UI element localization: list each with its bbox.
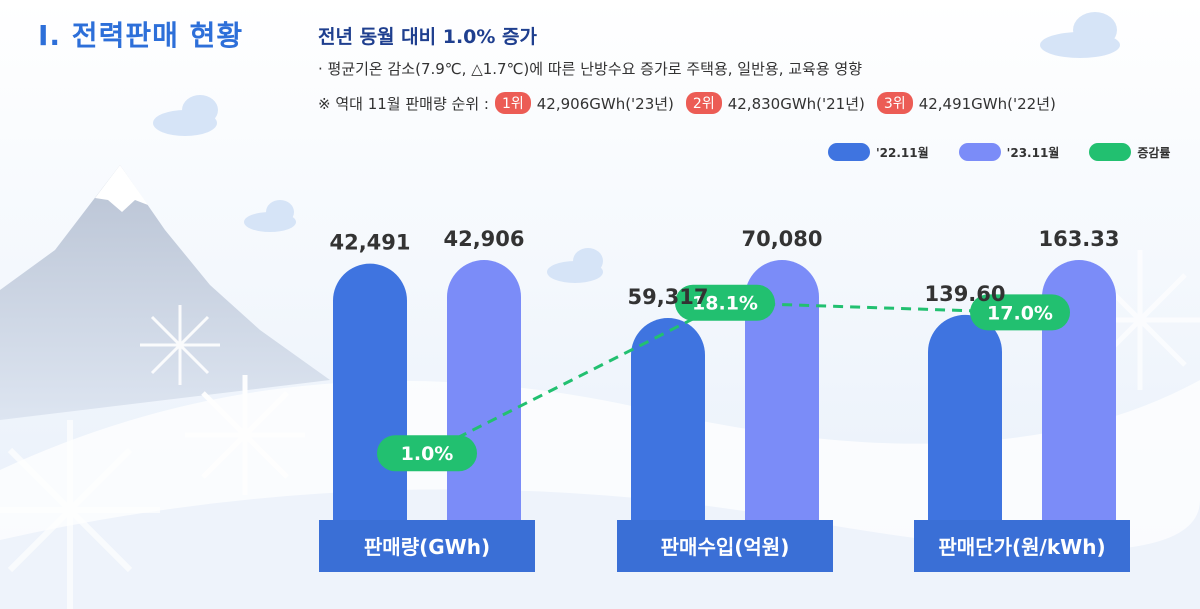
growth-badge	[377, 435, 477, 472]
bar-value-label: 139.60	[924, 282, 1005, 306]
hill-shape-2	[0, 489, 1200, 609]
rank-badge: 3위	[876, 92, 913, 114]
bar-value-label: 42,491	[329, 231, 410, 255]
chart-legend: '22.11월 '23.11월 증감률	[828, 143, 1170, 161]
ranking-note: ※ 역대 11월 판매량 순위 : 1위 42,906GWh('23년) 2위 …	[318, 92, 1062, 114]
growth-badge	[675, 284, 775, 321]
mountain-shape	[0, 165, 330, 420]
bullet-note: · 평균기온 감소(7.9℃, △1.7℃)에 따른 난방수요 증가로 주택용,…	[318, 60, 862, 78]
cloud-icon	[1040, 12, 1120, 58]
growth-badge	[970, 294, 1070, 331]
rank-value: 42,830GWh('21년)	[727, 94, 865, 113]
growth-label: 18.1%	[692, 293, 758, 315]
bar	[333, 263, 407, 520]
label-layer: 42,491 42,906 판매량(GWh) 59,317 70,080 판매수입(억원)…	[329, 227, 1119, 559]
legend-label: 증감률	[1137, 145, 1171, 160]
bar	[631, 318, 705, 520]
growth-label: 17.0%	[987, 302, 1053, 324]
legend-swatch	[828, 143, 870, 161]
bar	[745, 260, 819, 520]
legend-label: '22.11월	[876, 145, 929, 160]
bar-value-label: 70,080	[741, 227, 822, 251]
category-label-box	[617, 520, 833, 572]
rank-value: 42,906GWh('23년)	[536, 94, 674, 113]
category-label-box	[914, 520, 1130, 572]
growth-label: 1.0%	[401, 443, 454, 465]
snowflake-icon	[140, 305, 220, 385]
legend-label: '23.11월	[1006, 145, 1060, 160]
bar-value-label: 59,317	[627, 285, 708, 309]
rank-badge: 1위	[494, 92, 531, 114]
bar-value-label: 42,906	[443, 227, 524, 251]
category-label: 판매량(GWh)	[364, 535, 490, 559]
section-title: Ⅰ. 전력판매 현황	[38, 19, 244, 52]
mountain-snowcap	[95, 165, 148, 212]
legend-swatch	[1089, 143, 1132, 161]
category-label: 판매단가(원/kWh)	[938, 535, 1105, 559]
cloud-icon	[153, 95, 218, 136]
legend-item-2023: '23.11월	[958, 143, 1060, 161]
cloud-icon	[244, 200, 296, 232]
cloud-icon	[547, 248, 603, 283]
bar	[928, 314, 1002, 520]
legend-item-2022: '22.11월	[828, 143, 929, 161]
rank-value: 42,491GWh('22년)	[918, 94, 1056, 113]
bar	[447, 260, 521, 520]
legend-item-growth: 증감률	[1089, 143, 1170, 161]
rank-badge: 2위	[685, 92, 722, 114]
bar-value-label: 163.33	[1038, 227, 1119, 251]
category-label-box	[319, 520, 535, 572]
growth-line-layer: 1.0% 18.1% 17.0%	[377, 284, 1070, 472]
category-label: 판매수입(억원)	[661, 535, 790, 559]
snowflake-icon	[0, 420, 160, 609]
growth-line	[426, 301, 1021, 455]
snowflake-icon	[185, 375, 305, 495]
headline: 전년 동월 대비 1.0% 증가	[318, 26, 537, 48]
ranking-prefix: ※ 역대 11월 판매량 순위 :	[318, 94, 489, 113]
legend-swatch	[958, 143, 1001, 161]
